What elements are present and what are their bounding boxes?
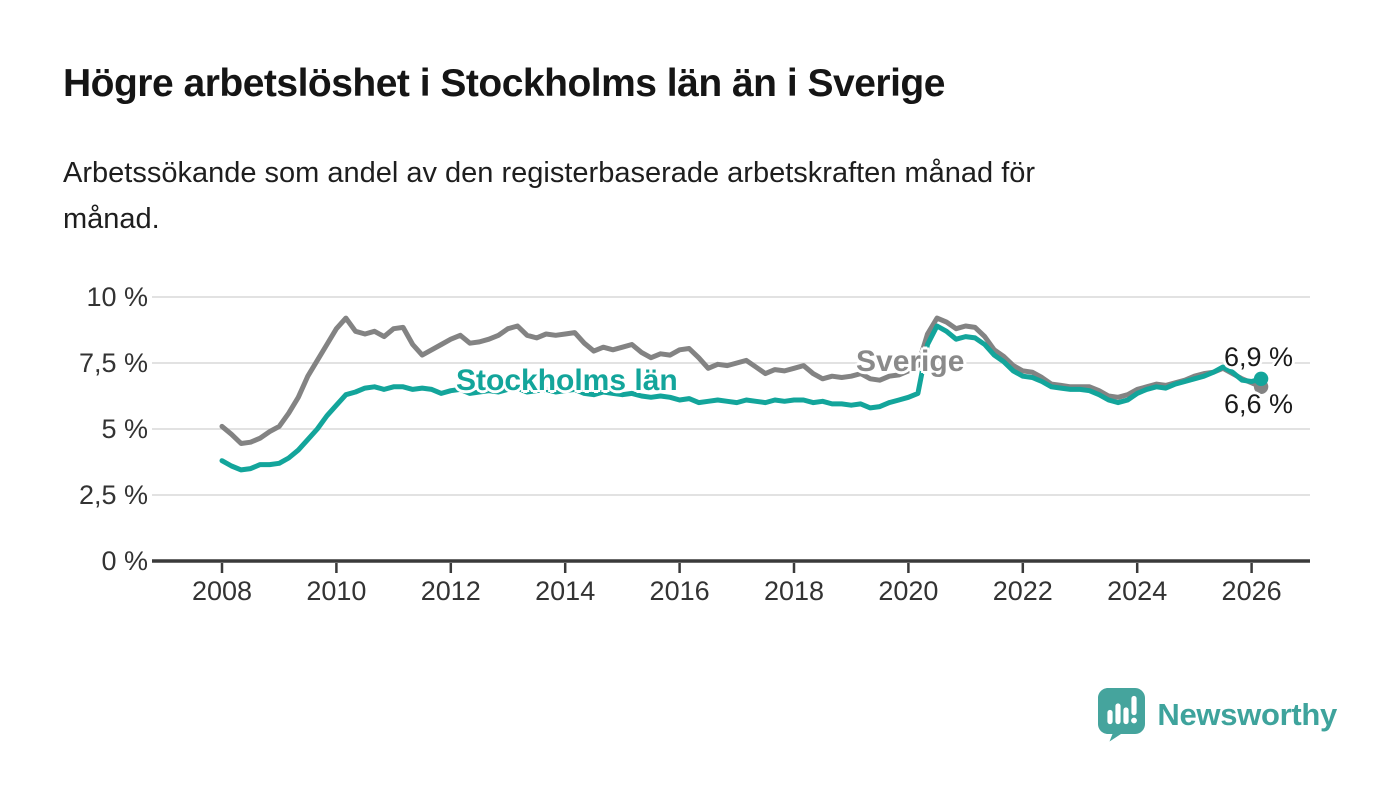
x-tick-label: 2024	[1107, 576, 1168, 606]
x-tick-label: 2026	[1221, 576, 1282, 606]
page-title: Högre arbetslöshet i Stockholms län än i…	[63, 62, 945, 105]
y-tick-label: 5 %	[101, 414, 148, 444]
newsworthy-logo-icon	[1098, 688, 1146, 742]
series-line-stockholms-l-n	[219, 323, 1264, 473]
x-tick-label: 2008	[191, 576, 253, 606]
series-line-sverige	[219, 315, 1264, 446]
chart-subtitle: Arbetssökande som andel av den registerb…	[63, 157, 1036, 235]
y-tick-label: 2,5 %	[78, 480, 148, 510]
y-tick-label: 10 %	[86, 282, 148, 312]
x-tick-label: 2016	[649, 576, 710, 606]
series-label-stockholms-lan: Stockholms län	[456, 364, 678, 397]
series-label-sverige: Sverige	[856, 345, 965, 378]
brand-name: Newsworthy	[1157, 697, 1337, 732]
y-tick-label: 0 %	[101, 546, 148, 576]
x-tick-label: 2020	[878, 576, 939, 606]
end-value-label-sverige: 6,6 %	[1224, 389, 1294, 419]
brand-footer: Newsworthy	[1098, 688, 1337, 742]
x-tick-label: 2014	[535, 576, 596, 606]
x-tick-label: 2010	[306, 576, 367, 606]
x-tick-label: 2022	[992, 576, 1053, 606]
y-axis-labels: 0 % 2,5 % 5 % 7,5 % 10 %	[0, 0, 148, 794]
y-tick-label: 7,5 %	[78, 348, 148, 378]
x-tick-label: 2018	[763, 576, 825, 606]
series-end-dot	[1253, 371, 1269, 386]
end-value-label-stockholms-lan: 6,9 %	[1224, 342, 1294, 372]
x-tick-label: 2012	[420, 576, 481, 606]
